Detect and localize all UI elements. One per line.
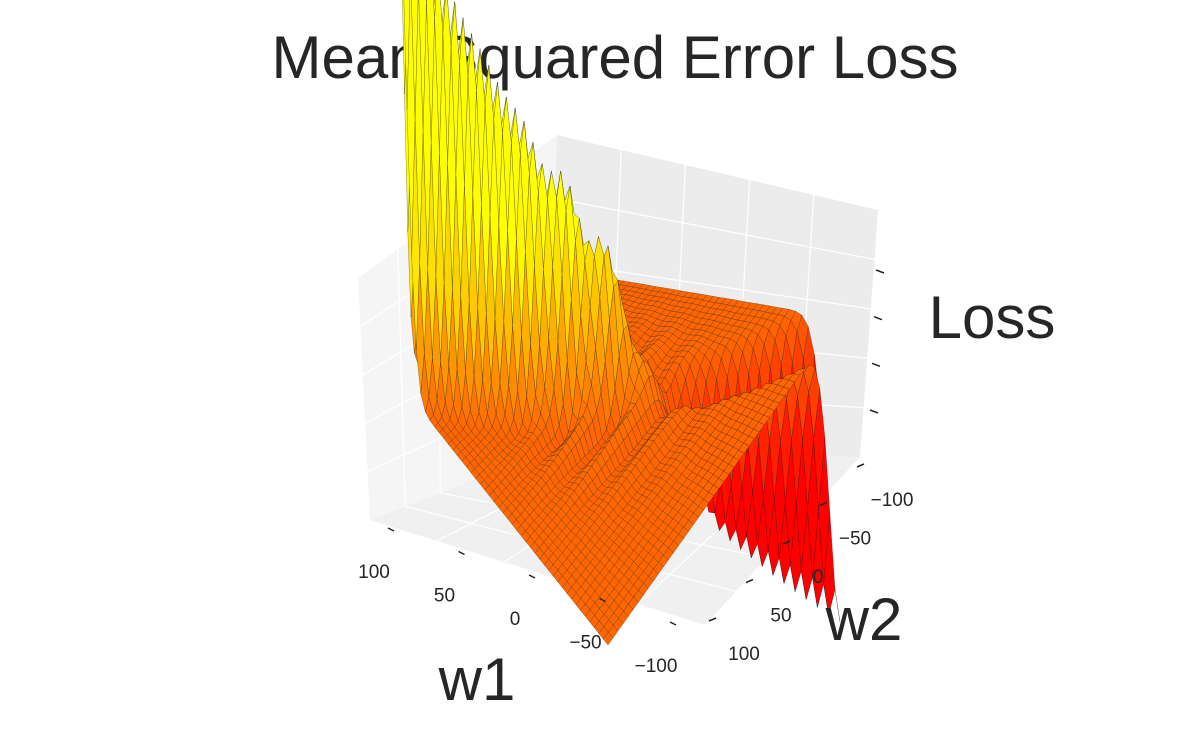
w1-tick-mark (387, 527, 395, 532)
w2-axis-label: w2 (825, 586, 903, 653)
loss-tick-mark (873, 315, 883, 321)
w2-tick-mark (782, 540, 791, 545)
chart-title: Mean Squared Error Loss (271, 24, 958, 91)
w2-tick-label: 50 (770, 606, 791, 627)
w2-tick-label: 100 (728, 644, 760, 665)
w2-tick-mark (745, 578, 754, 584)
loss-tick-mark (869, 409, 879, 414)
w2-tick-label: 0 (813, 567, 824, 588)
w1-tick-mark (669, 621, 677, 626)
w1-axis-label: w1 (438, 646, 516, 713)
w1-axis-ticks: 100 50 0 −50 −100 (358, 527, 678, 677)
w1-tick-label: −50 (569, 633, 601, 654)
loss-axis-ticks (869, 269, 885, 414)
loss-tick-mark (875, 269, 885, 274)
surface-facet (603, 632, 614, 646)
w1-tick-label: 50 (434, 586, 455, 607)
w1-tick-mark (458, 550, 465, 556)
loss-axis-label: Loss (929, 284, 1056, 351)
w2-axis-ticks: −100−50 0 50 100 (708, 463, 914, 665)
loss-tick-mark (871, 362, 881, 368)
gridline (554, 197, 875, 260)
w2-tick-mark (708, 617, 717, 622)
w1-tick-mark (528, 574, 536, 579)
gridline (397, 249, 406, 507)
w2-tick-label: −50 (839, 529, 871, 550)
surface-facet (403, 0, 411, 111)
w2-tick-mark (819, 501, 828, 507)
w1-tick-mark (599, 597, 606, 603)
w1-tick-label: 100 (358, 562, 390, 583)
loss-surface (402, 0, 841, 646)
w2-tick-mark (856, 463, 865, 468)
w1-tick-label: −100 (635, 656, 678, 677)
w1-tick-label: 0 (510, 609, 521, 630)
w2-tick-label: −100 (871, 490, 914, 511)
